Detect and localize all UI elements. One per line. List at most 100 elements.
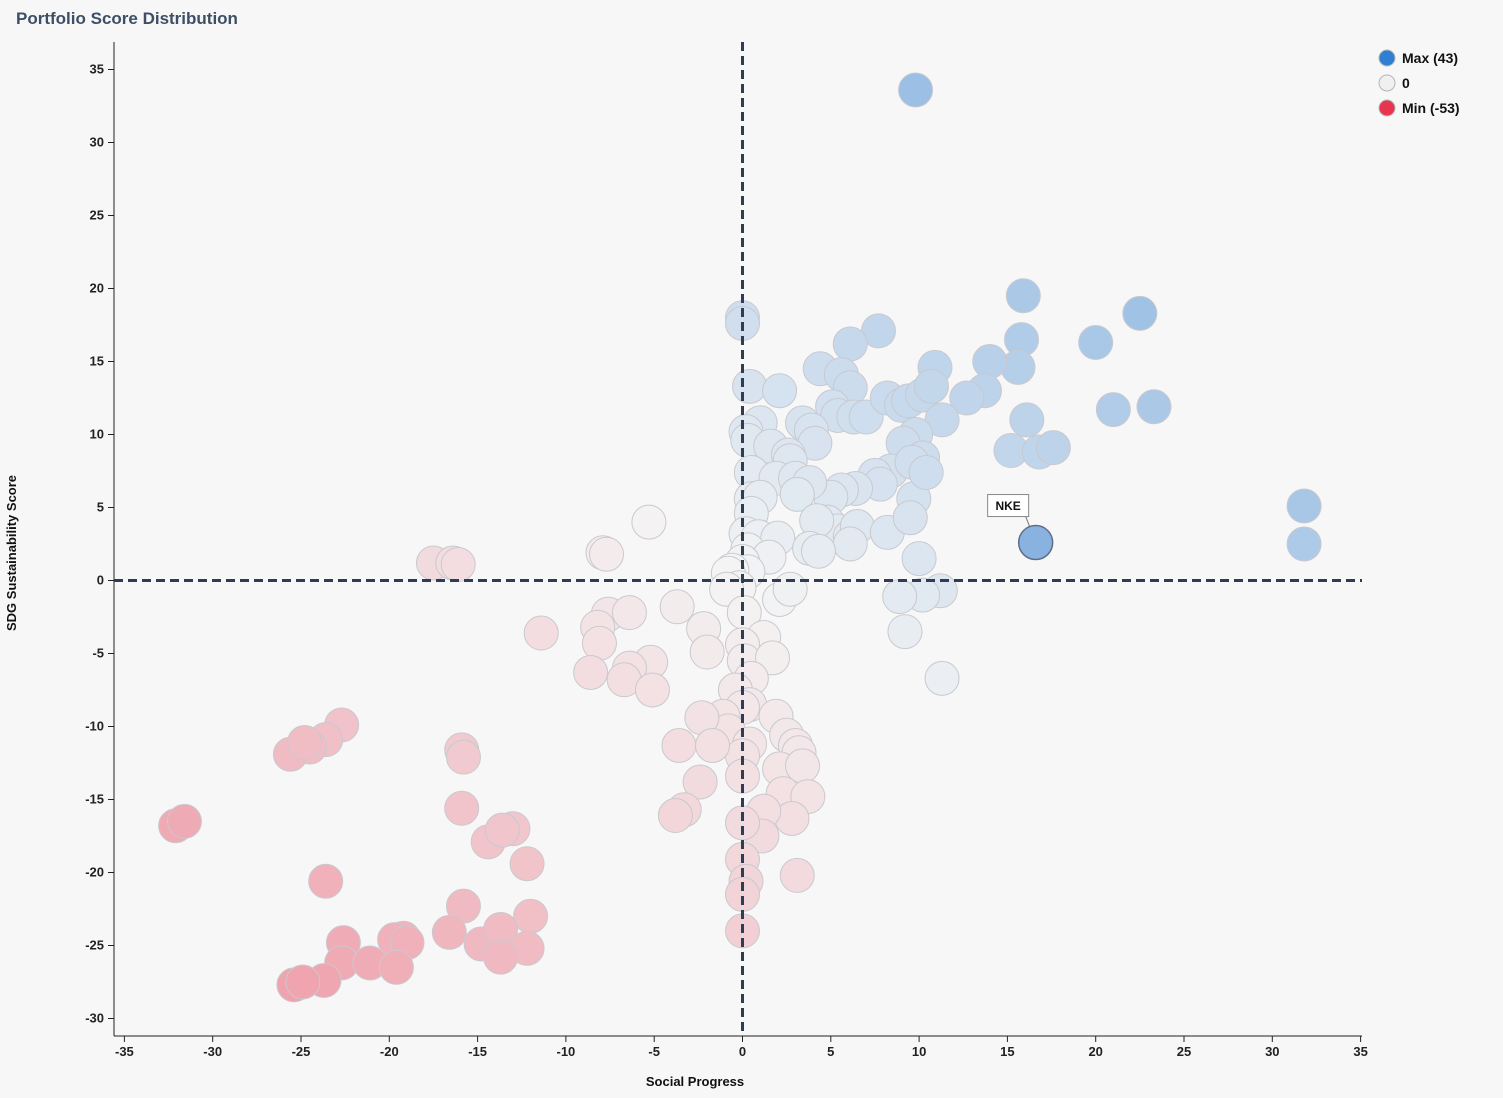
points-layer <box>158 72 1322 1003</box>
data-point[interactable] <box>378 949 414 985</box>
data-point[interactable] <box>832 526 868 562</box>
data-point[interactable] <box>762 373 798 409</box>
data-point[interactable] <box>1122 295 1158 331</box>
data-point[interactable] <box>779 857 815 893</box>
data-point[interactable] <box>682 764 718 800</box>
x-tick-label: -15 <box>468 1044 487 1059</box>
x-tick-label: -5 <box>648 1044 660 1059</box>
data-point[interactable] <box>431 914 467 950</box>
y-tick-label: 20 <box>90 281 104 296</box>
highlighted-point[interactable] <box>1017 524 1054 561</box>
data-point[interactable] <box>1009 402 1045 438</box>
data-point[interactable] <box>1095 392 1131 428</box>
data-point[interactable] <box>913 368 949 404</box>
highlight-layer: NKE <box>987 494 1054 561</box>
data-point[interactable] <box>892 500 928 536</box>
data-point[interactable] <box>1078 325 1114 361</box>
y-axis-title: SDG Sustainability Score <box>4 475 19 631</box>
data-point[interactable] <box>440 546 476 582</box>
data-point[interactable] <box>972 344 1008 379</box>
y-tick-label: -30 <box>85 1011 104 1026</box>
y-tick-label: 30 <box>90 135 104 150</box>
data-point[interactable] <box>513 898 549 934</box>
legend-swatch <box>1378 99 1396 117</box>
data-point[interactable] <box>589 536 625 572</box>
x-axis-ticks: -35 -30 -25 -20 -15 -10 -5 0 5 10 15 20 25 30 35 <box>115 1036 1368 1059</box>
data-point[interactable] <box>308 863 344 899</box>
data-point[interactable] <box>611 595 647 631</box>
data-point[interactable] <box>949 380 985 416</box>
data-point[interactable] <box>287 725 323 761</box>
data-point[interactable] <box>444 790 480 826</box>
data-point[interactable] <box>445 739 481 775</box>
data-point[interactable] <box>882 579 918 615</box>
legend-label: Max (43) <box>1402 50 1458 66</box>
data-point[interactable] <box>887 614 923 650</box>
data-point[interactable] <box>785 748 821 784</box>
y-tick-label: 5 <box>97 500 104 515</box>
data-point[interactable] <box>1286 526 1322 562</box>
axes-layer: -35 -30 -25 -20 -15 -10 -5 0 5 10 15 20 25 30 35 -30 -2… <box>4 42 1368 1089</box>
callout-label: NKE <box>995 499 1020 513</box>
data-point[interactable] <box>285 964 321 1000</box>
y-tick-label: -20 <box>85 865 104 880</box>
y-tick-label: 10 <box>90 427 104 442</box>
x-tick-label: 20 <box>1088 1044 1102 1059</box>
x-tick-label: -10 <box>557 1044 576 1059</box>
legend-swatch <box>1378 49 1396 67</box>
data-point[interactable] <box>1286 488 1322 524</box>
data-point[interactable] <box>661 727 697 763</box>
data-point[interactable] <box>484 812 520 848</box>
y-tick-label: 35 <box>90 62 104 77</box>
x-tick-label: -35 <box>115 1044 134 1059</box>
legend-label: 0 <box>1402 75 1410 91</box>
data-point[interactable] <box>694 727 730 763</box>
data-point[interactable] <box>523 615 559 651</box>
data-point[interactable] <box>659 589 695 625</box>
x-tick-label: -25 <box>292 1044 311 1059</box>
data-point[interactable] <box>634 672 670 708</box>
x-tick-label: 5 <box>827 1044 834 1059</box>
y-tick-label: -5 <box>92 646 104 661</box>
data-point[interactable] <box>581 625 617 661</box>
data-point[interactable] <box>908 454 944 490</box>
x-tick-label: 10 <box>912 1044 926 1059</box>
data-point[interactable] <box>924 660 960 696</box>
data-point[interactable] <box>732 368 768 404</box>
y-tick-label: 15 <box>90 354 104 369</box>
data-point[interactable] <box>1136 389 1172 425</box>
data-point[interactable] <box>166 803 202 839</box>
y-tick-label: 25 <box>90 208 104 223</box>
data-point[interactable] <box>898 72 934 108</box>
data-point[interactable] <box>483 939 519 975</box>
chart-title: Portfolio Score Distribution <box>16 9 238 28</box>
legend: Max (43) 0 Min (-53) <box>1378 49 1460 117</box>
callout-box <box>987 494 1030 518</box>
data-point[interactable] <box>657 798 693 834</box>
data-point[interactable] <box>832 326 868 362</box>
x-tick-label: -30 <box>203 1044 222 1059</box>
data-point[interactable] <box>772 571 808 607</box>
y-tick-label: 0 <box>97 573 104 588</box>
x-tick-label: -20 <box>380 1044 399 1059</box>
data-point[interactable] <box>779 476 815 512</box>
x-tick-label: 0 <box>739 1044 746 1059</box>
data-point[interactable] <box>1035 430 1071 466</box>
y-tick-label: -10 <box>85 719 104 734</box>
data-point[interactable] <box>901 541 937 577</box>
legend-label: Min (-53) <box>1402 100 1460 116</box>
data-point[interactable] <box>800 533 836 569</box>
legend-swatch <box>1378 74 1396 92</box>
y-tick-label: -15 <box>85 792 104 807</box>
x-tick-label: 15 <box>1000 1044 1014 1059</box>
x-tick-label: 35 <box>1353 1044 1367 1059</box>
data-point[interactable] <box>631 504 667 540</box>
data-point[interactable] <box>1005 278 1041 314</box>
x-axis-title: Social Progress <box>646 1074 744 1089</box>
reference-lines <box>114 42 1362 1036</box>
data-point[interactable] <box>689 634 725 670</box>
data-point[interactable] <box>573 654 609 690</box>
data-point[interactable] <box>509 846 545 882</box>
